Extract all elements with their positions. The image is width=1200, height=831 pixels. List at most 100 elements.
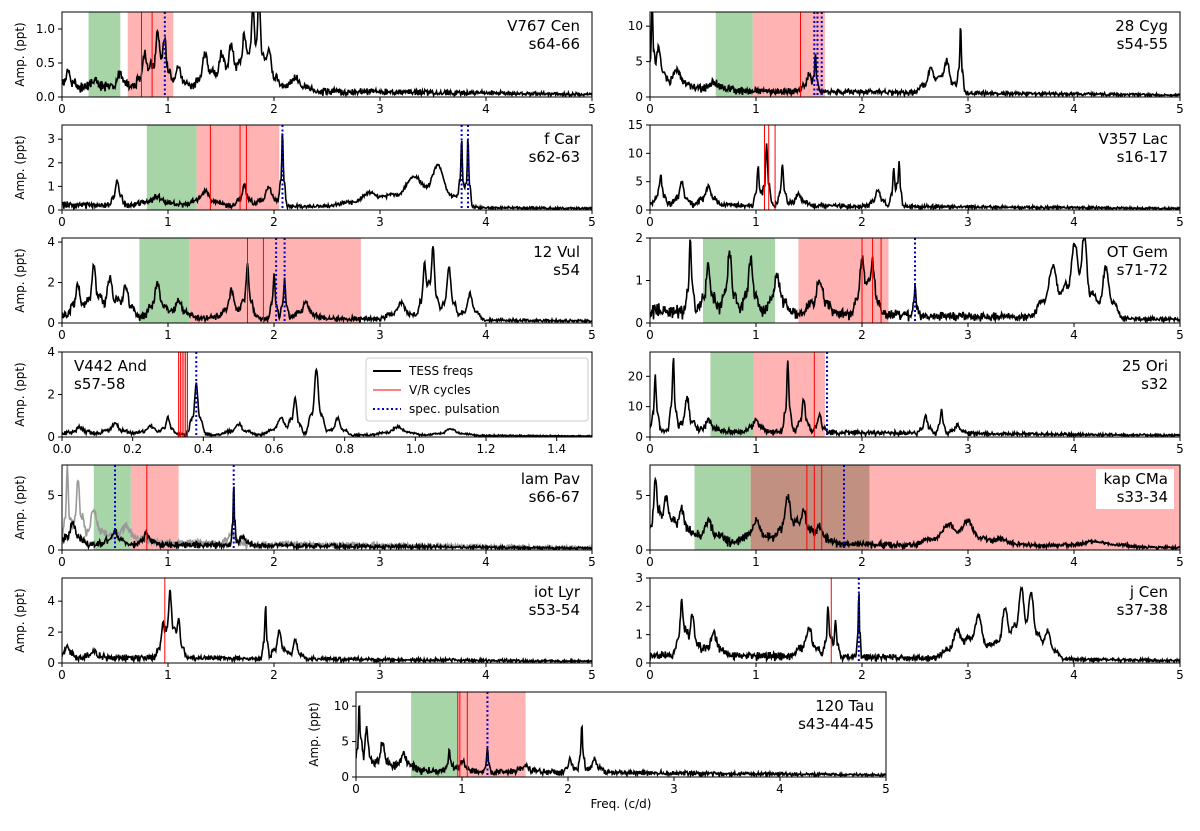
red-band bbox=[196, 125, 280, 210]
star-name: 12 Vul bbox=[533, 243, 580, 261]
x-tick-label: 3 bbox=[376, 668, 384, 682]
x-tick-label: 0 bbox=[646, 328, 654, 342]
x-tick-label: 0.6 bbox=[264, 442, 283, 456]
x-tick-label: 5 bbox=[1176, 555, 1184, 569]
plot-area bbox=[650, 238, 1180, 323]
legend-label: TESS freqs bbox=[408, 364, 473, 378]
y-tick-label: 1 bbox=[635, 274, 643, 288]
x-tick-label: 1 bbox=[752, 442, 760, 456]
x-tick-label: 2 bbox=[858, 215, 866, 229]
star-name: 120 Tau bbox=[815, 697, 874, 715]
axes-frame bbox=[61, 124, 593, 211]
plot-area bbox=[62, 12, 592, 97]
tess-trace bbox=[62, 486, 592, 550]
y-tick-label: 4 bbox=[47, 594, 55, 608]
plot-area bbox=[62, 238, 592, 323]
sector-label: s37-38 bbox=[1117, 601, 1168, 619]
y-tick-label: 0 bbox=[635, 316, 643, 330]
y-axis-label: Amp. (ppt) bbox=[13, 248, 27, 312]
tess-trace bbox=[62, 367, 592, 437]
x-tick-label: 3 bbox=[964, 668, 972, 682]
y-tick-label: 4 bbox=[47, 345, 55, 359]
x-tick-label: 3 bbox=[376, 328, 384, 342]
y-tick-label: 1.0 bbox=[36, 22, 55, 36]
x-tick-label: 4 bbox=[776, 782, 784, 796]
sector-label: s43-44-45 bbox=[798, 715, 874, 733]
tess-trace bbox=[650, 143, 1180, 210]
plot-area bbox=[650, 125, 1180, 210]
x-tick-label: 3 bbox=[376, 215, 384, 229]
tess-trace bbox=[356, 705, 886, 777]
plot-area bbox=[650, 352, 1180, 437]
y-tick-label: 0 bbox=[341, 770, 349, 784]
x-tick-label: 1 bbox=[752, 102, 760, 116]
x-tick-label: 1 bbox=[752, 215, 760, 229]
star-name: OT Gem bbox=[1107, 243, 1168, 261]
x-tick-label: 5 bbox=[882, 782, 890, 796]
axes-frame bbox=[61, 464, 593, 551]
y-tick-label: 3 bbox=[635, 571, 643, 585]
y-tick-label: 1 bbox=[47, 179, 55, 193]
y-tick-label: 20 bbox=[628, 369, 643, 383]
legend-label: spec. pulsation bbox=[409, 402, 500, 416]
plot-area bbox=[62, 125, 592, 210]
y-axis-label: Amp. (ppt) bbox=[13, 588, 27, 652]
red-band bbox=[457, 692, 526, 777]
y-tick-label: 0 bbox=[635, 543, 643, 557]
y-tick-label: 2 bbox=[47, 276, 55, 290]
plot-area bbox=[650, 578, 1180, 663]
axes-frame bbox=[61, 577, 593, 664]
axes-frame bbox=[61, 237, 593, 324]
y-tick-label: 0 bbox=[47, 316, 55, 330]
y-tick-label: 0 bbox=[47, 656, 55, 670]
x-tick-label: 4 bbox=[482, 328, 490, 342]
x-tick-label: 0 bbox=[646, 668, 654, 682]
y-tick-label: 5 bbox=[635, 55, 643, 69]
x-tick-label: 3 bbox=[964, 555, 972, 569]
y-tick-label: 10 bbox=[334, 699, 349, 713]
x-tick-label: 0 bbox=[646, 215, 654, 229]
x-tick-label: 3 bbox=[964, 102, 972, 116]
x-tick-label: 3 bbox=[670, 782, 678, 796]
star-name: V442 And bbox=[74, 357, 147, 375]
x-tick-label: 4 bbox=[482, 102, 490, 116]
x-tick-label: 5 bbox=[588, 328, 596, 342]
plot-area bbox=[62, 352, 592, 437]
sector-label: s32 bbox=[1141, 375, 1168, 393]
x-tick-label: 1 bbox=[458, 782, 466, 796]
x-tick-label: 4 bbox=[1070, 555, 1078, 569]
x-tick-label: 2 bbox=[858, 442, 866, 456]
tess-trace bbox=[650, 476, 1180, 550]
panel-v442-and: 0.0 0.2 0.4 0.6 0.8 1.0 1.2 1.4 0 2 4 Amp. (ppt) V44… bbox=[13, 345, 593, 456]
star-name: V767 Cen bbox=[507, 17, 580, 35]
y-tick-label: 0 bbox=[47, 543, 55, 557]
x-tick-label: 5 bbox=[1176, 328, 1184, 342]
sector-label: s62-63 bbox=[529, 148, 580, 166]
x-tick-label: 4 bbox=[1070, 102, 1078, 116]
tess-trace bbox=[62, 246, 592, 323]
tess-trace bbox=[62, 12, 592, 97]
x-tick-label: 4 bbox=[1070, 215, 1078, 229]
y-tick-label: 10 bbox=[628, 146, 643, 160]
y-tick-label: 2 bbox=[635, 231, 643, 245]
y-tick-label: 5 bbox=[341, 735, 349, 749]
y-tick-label: 2 bbox=[635, 599, 643, 613]
x-tick-label: 0.2 bbox=[123, 442, 142, 456]
x-tick-label: 1 bbox=[164, 328, 172, 342]
x-tick-label: 4 bbox=[482, 555, 490, 569]
axes-frame bbox=[61, 11, 593, 98]
y-tick-label: 10 bbox=[628, 400, 643, 414]
y-tick-label: 2 bbox=[47, 625, 55, 639]
star-name: f Car bbox=[544, 130, 581, 148]
y-tick-label: 1 bbox=[635, 628, 643, 642]
y-tick-label: 0.5 bbox=[36, 56, 55, 70]
x-tick-label: 0.8 bbox=[335, 442, 354, 456]
star-name: kap CMa bbox=[1103, 470, 1168, 488]
